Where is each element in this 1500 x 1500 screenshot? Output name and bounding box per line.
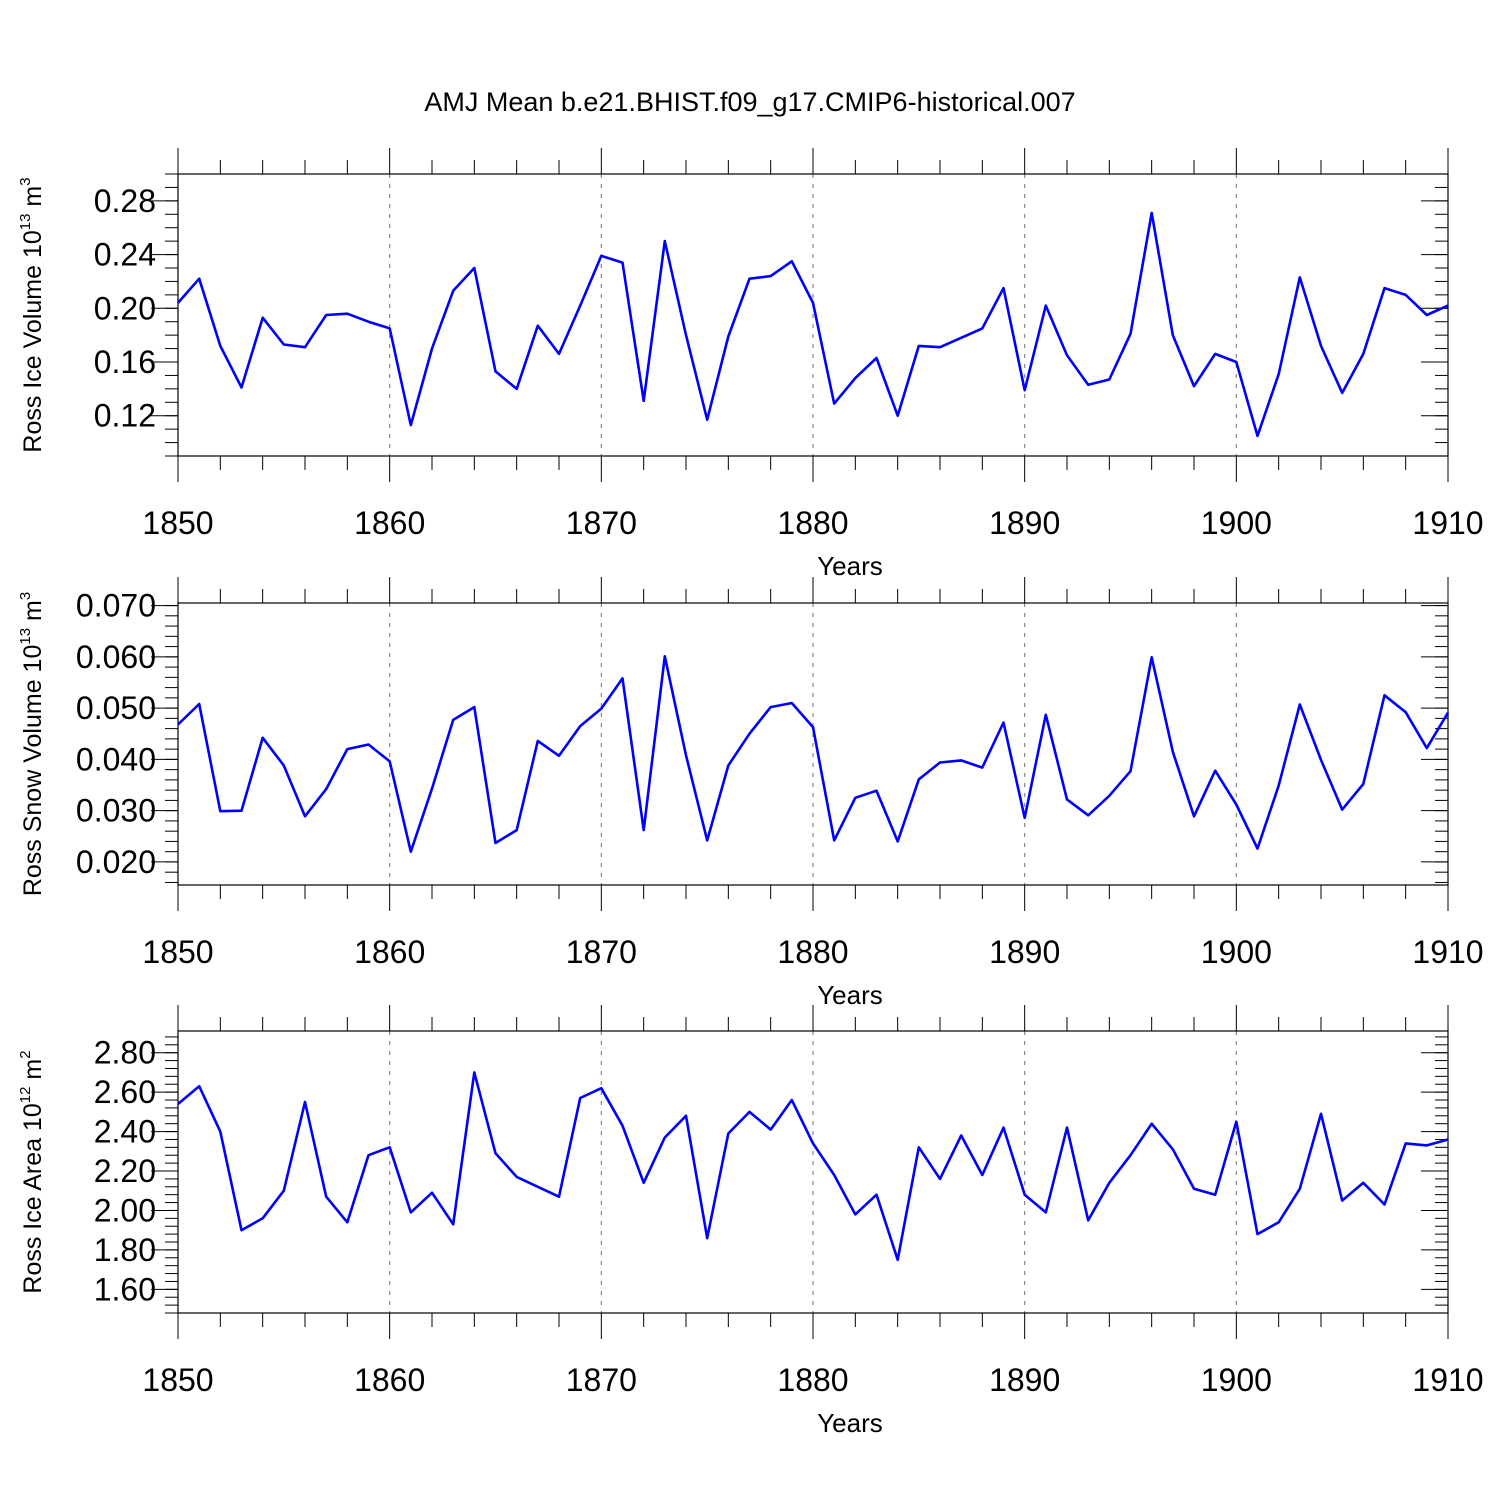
- x-tick-label: 1900: [1201, 934, 1272, 970]
- x-tick-label: 1880: [777, 934, 848, 970]
- y-tick-label: 0.12: [94, 398, 156, 434]
- x-tick-label: 1850: [142, 1362, 213, 1398]
- y-axis-title: Ross Ice Area 1012 m2: [17, 1050, 47, 1293]
- x-tick-label: 1880: [777, 505, 848, 541]
- y-tick-label: 1.80: [94, 1232, 156, 1268]
- y-tick-label: 0.16: [94, 344, 156, 380]
- x-tick-label: 1900: [1201, 505, 1272, 541]
- panel-2: 0.020 0.030 0.040 0.050 0.060 0.070 1850 1860 18…: [17, 577, 1484, 1010]
- y-axis-title: Ross Snow Volume 1013 m3: [17, 592, 47, 896]
- figure-title: AMJ Mean b.e21.BHIST.f09_g17.CMIP6-histo…: [424, 87, 1075, 117]
- x-tick-label: 1880: [777, 1362, 848, 1398]
- x-axis-title: Years: [817, 1408, 883, 1438]
- chart-panels: 0.12 0.16 0.20 0.24 0.28 1850 1860 1870 1880 1890…: [17, 148, 1484, 1438]
- x-tick-label: 1860: [354, 505, 425, 541]
- y-tick-label: 0.060: [76, 639, 156, 675]
- x-tick-label: 1910: [1412, 505, 1483, 541]
- y-tick-label: 0.24: [94, 237, 156, 273]
- series-line: [177, 211, 1449, 438]
- series-line: [177, 1071, 1449, 1262]
- y-tick-label: 0.040: [76, 741, 156, 777]
- y-tick-label: 2.80: [94, 1035, 156, 1071]
- x-tick-label: 1850: [142, 505, 213, 541]
- y-tick-label: 1.60: [94, 1271, 156, 1307]
- x-tick-label: 1890: [989, 1362, 1060, 1398]
- x-tick-label: 1900: [1201, 1362, 1272, 1398]
- y-tick-label: 0.070: [76, 588, 156, 624]
- x-tick-label: 1870: [566, 1362, 637, 1398]
- y-axis-title: Ross Ice Volume 1013 m3: [17, 177, 47, 452]
- y-tick-label: 2.20: [94, 1153, 156, 1189]
- x-tick-label: 1870: [566, 505, 637, 541]
- y-tick-label: 0.050: [76, 690, 156, 726]
- x-tick-label: 1860: [354, 934, 425, 970]
- y-tick-label: 2.00: [94, 1192, 156, 1228]
- x-tick-label: 1890: [989, 505, 1060, 541]
- x-tick-label: 1870: [566, 934, 637, 970]
- y-tick-label: 0.20: [94, 290, 156, 326]
- panel-1: 0.12 0.16 0.20 0.24 0.28 1850 1860 1870 1880 1890…: [17, 148, 1484, 581]
- y-tick-label: 0.030: [76, 793, 156, 829]
- x-tick-label: 1860: [354, 1362, 425, 1398]
- y-tick-label: 2.40: [94, 1114, 156, 1150]
- x-tick-label: 1910: [1412, 934, 1483, 970]
- x-axis-title: Years: [817, 551, 883, 581]
- series-line: [177, 654, 1450, 854]
- x-tick-label: 1850: [142, 934, 213, 970]
- y-tick-label: 0.020: [76, 844, 156, 880]
- x-tick-label: 1910: [1412, 1362, 1483, 1398]
- panel-3: 1.601.80 2.002.202.40 2.602.80 1850 1860 1870…: [17, 1005, 1484, 1438]
- y-tick-label: 2.60: [94, 1074, 156, 1110]
- y-tick-label: 0.28: [94, 183, 156, 219]
- x-axis-title: Years: [817, 980, 883, 1010]
- x-tick-label: 1890: [989, 934, 1060, 970]
